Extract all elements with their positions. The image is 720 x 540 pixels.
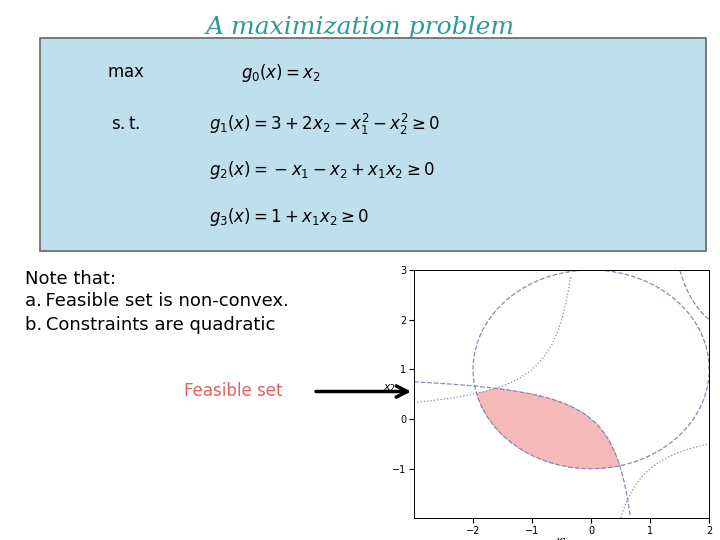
Text: $g_3(x) = 1 + x_1 x_2 \geq 0$: $g_3(x) = 1 + x_1 x_2 \geq 0$ xyxy=(209,206,369,228)
Text: $g_1(x) = 3 + 2x_2 - x_1^2 - x_2^2 \geq 0$: $g_1(x) = 3 + 2x_2 - x_1^2 - x_2^2 \geq … xyxy=(209,112,440,137)
Text: Feasible set: Feasible set xyxy=(184,382,282,401)
Text: $g_0(x) = x_2$: $g_0(x) = x_2$ xyxy=(241,62,321,84)
Text: a. Feasible set is non-convex.: a. Feasible set is non-convex. xyxy=(25,292,289,309)
Text: A maximization problem: A maximization problem xyxy=(205,16,515,39)
Text: $g_2(x) = -x_1 - x_2 + x_1 x_2 \geq 0$: $g_2(x) = -x_1 - x_2 + x_1 x_2 \geq 0$ xyxy=(209,159,435,181)
Text: b. Constraints are quadratic: b. Constraints are quadratic xyxy=(25,316,276,334)
X-axis label: $x_1$: $x_1$ xyxy=(555,536,568,540)
Y-axis label: $x_2$: $x_2$ xyxy=(383,382,396,394)
Text: $\mathrm{s.t.}$: $\mathrm{s.t.}$ xyxy=(112,116,140,133)
Text: $\max$: $\max$ xyxy=(107,64,145,82)
Text: Note that:: Note that: xyxy=(25,270,116,288)
